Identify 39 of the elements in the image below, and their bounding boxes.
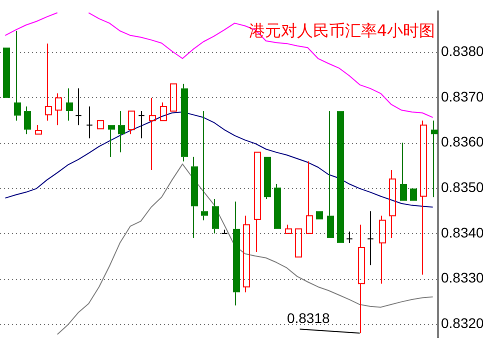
candlestick — [149, 97, 156, 170]
annotation: 0.8318 — [286, 310, 330, 326]
y-tick-label: 0.8320 — [441, 314, 483, 331]
candlestick — [431, 120, 438, 198]
candlestick — [400, 142, 407, 201]
candlestick — [86, 106, 93, 139]
candlestick — [75, 88, 82, 126]
candlestick — [118, 110, 125, 153]
y-tick-label: 0.8380 — [441, 43, 483, 60]
y-tick-label: 0.8370 — [441, 88, 483, 104]
candlestick — [191, 156, 198, 238]
candlestick — [45, 43, 52, 122]
candlestick — [243, 215, 250, 293]
candlestick — [346, 231, 353, 244]
candlestick — [233, 201, 240, 306]
candlestick — [420, 120, 427, 276]
y-tick-label: 0.8360 — [441, 134, 483, 150]
candlestick — [306, 160, 313, 234]
candlestick — [35, 124, 42, 135]
candlestick — [274, 184, 281, 229]
y-tick-label: 0.8340 — [441, 224, 483, 240]
candlestick — [254, 152, 261, 252]
candlestick — [138, 110, 145, 139]
y-tick-label: 0.8350 — [441, 178, 483, 195]
candlestick — [367, 210, 374, 266]
candlestick — [379, 215, 386, 284]
candlestick — [264, 156, 271, 200]
candlestick — [358, 224, 365, 334]
candlestick — [66, 88, 73, 122]
candlestick — [181, 83, 188, 162]
candlestick — [201, 110, 208, 221]
candlestick — [55, 92, 62, 126]
y-tick-label: 0.8330 — [441, 270, 483, 286]
candlestick — [327, 110, 334, 238]
candlestick — [212, 198, 219, 234]
candlestick — [108, 125, 115, 158]
candlestick — [24, 106, 31, 135]
candlestick — [14, 30, 21, 122]
candlestick — [389, 169, 396, 238]
